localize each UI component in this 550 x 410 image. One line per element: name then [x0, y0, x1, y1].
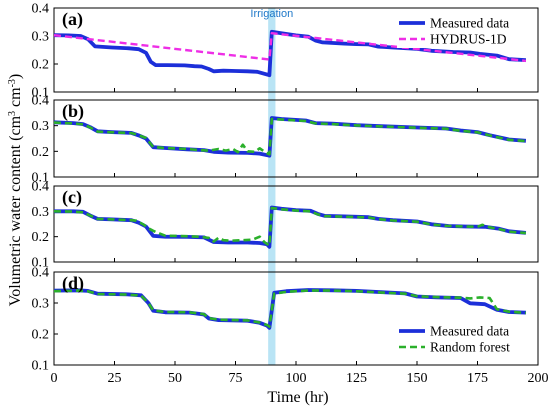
x-tick-label: 75	[229, 371, 243, 386]
legend-entry: Measured data	[430, 16, 509, 31]
y-tick-label: 0.3	[32, 30, 50, 45]
panel-frame	[53, 185, 539, 263]
y-axis-title: Volumetric water content (cm3 cm-3)	[7, 74, 25, 307]
x-axis-title: Time (hr)	[267, 389, 328, 406]
x-tick-label: 200	[528, 371, 549, 386]
y-tick-label: 0.2	[32, 328, 50, 343]
series-line-rf	[53, 289, 526, 328]
y-tick-label: 0.1	[32, 256, 50, 271]
legend-box	[397, 14, 534, 48]
series-line-measured	[53, 116, 527, 158]
panel-c: 0.1 0.2 0.3 0.4 (c)	[32, 180, 539, 271]
legend-entry: Measured data	[430, 324, 509, 339]
series-line-rf	[53, 117, 526, 156]
y-tick-label: 0.3	[32, 297, 50, 312]
y-tick-label: 0.3	[32, 205, 50, 220]
x-tick-label: 100	[286, 371, 307, 386]
x-tick-label: 150	[407, 371, 428, 386]
y-tick-label: 0.4	[32, 266, 50, 281]
series-line-measured	[54, 205, 527, 249]
panel-label: (d)	[62, 273, 84, 294]
x-tick-label: 125	[346, 371, 367, 386]
legend-entry: Random forest	[430, 340, 510, 355]
panel-label: (a)	[62, 9, 83, 30]
x-tick-label: 0	[51, 371, 58, 386]
y-tick-label: 0.1	[32, 359, 50, 374]
y-tick-label: 0.4	[32, 180, 50, 195]
y-tick-label: 0.2	[32, 230, 50, 245]
y-tick-label: 0.4	[32, 94, 50, 109]
legend-entry: HYDRUS-1D	[430, 32, 507, 47]
y-tick-label: 0.1	[32, 171, 50, 186]
y-tick-label: 0.3	[32, 119, 50, 134]
panel-b: 0.1 0.2 0.3 0.4 (b)	[32, 94, 539, 186]
x-tick-label: 25	[108, 371, 122, 386]
panel-frame	[53, 99, 539, 178]
x-tick-label: 175	[467, 371, 488, 386]
y-tick-label: 0.2	[32, 145, 50, 160]
y-tick-label: 0.4	[32, 2, 50, 17]
panel-label: (c)	[62, 187, 82, 208]
y-tick-label: 0.1	[32, 86, 50, 101]
panel-label: (b)	[62, 101, 84, 122]
chart-panels: 0.10.20.30.4 (a) Measured dataHYDRUS-1D0.1…	[32, 2, 549, 387]
legend-box	[397, 322, 534, 356]
x-tick-label: 50	[168, 371, 182, 386]
series-line-rf	[53, 206, 527, 247]
irrigation-annotation: Irrigation	[250, 8, 293, 20]
y-tick-label: 0.2	[32, 58, 50, 73]
